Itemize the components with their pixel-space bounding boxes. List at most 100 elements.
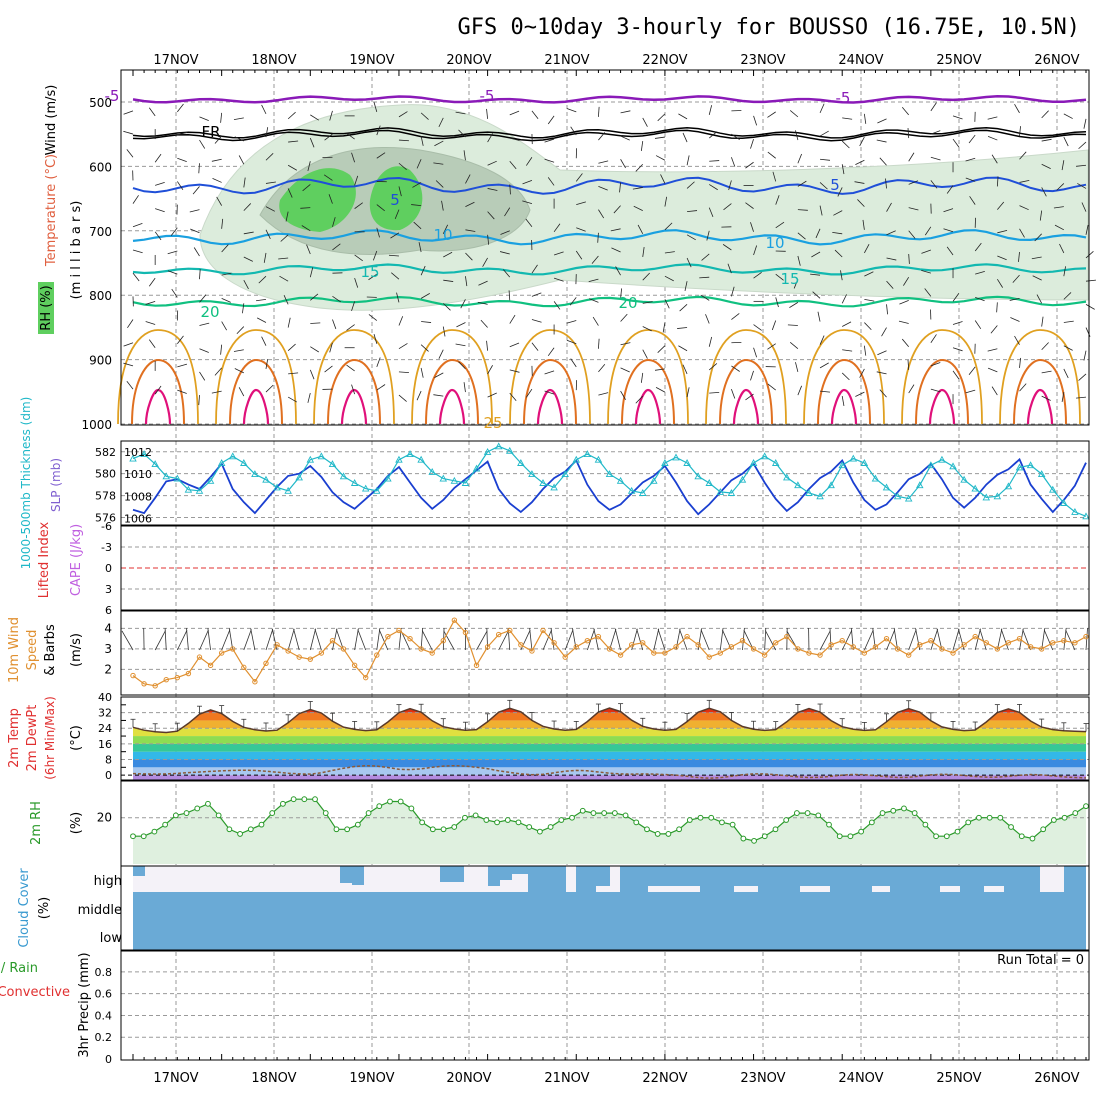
wind-barb — [701, 253, 710, 261]
wind-barb — [509, 392, 517, 402]
wind-barb — [309, 369, 315, 380]
wind-barb — [373, 333, 378, 344]
wind-barb — [841, 372, 850, 381]
wind-barb — [841, 140, 850, 149]
wind-barb — [642, 349, 648, 359]
wind-barb — [263, 252, 267, 263]
temp-band — [133, 767, 1086, 776]
wind10-barb — [529, 628, 533, 651]
wind-barb — [421, 321, 432, 323]
slp-point — [483, 447, 492, 455]
slp-point — [594, 455, 603, 463]
rh2m-point — [290, 796, 297, 803]
temp-contour-minus5 — [132, 95, 1087, 104]
wind10-point — [263, 660, 269, 666]
wind-barb — [1085, 279, 1096, 282]
slp-point — [916, 481, 924, 489]
wind-barb — [177, 335, 184, 344]
date-label-top: 21NOV — [544, 53, 589, 68]
wind-barb — [1063, 292, 1072, 300]
contour-label: 20 — [618, 294, 637, 312]
wind-barb — [566, 320, 577, 324]
wind-barb — [553, 251, 564, 256]
slp-point — [461, 479, 470, 486]
wind10-point — [784, 633, 790, 640]
wind10-barb — [309, 628, 317, 651]
wind10-point — [883, 635, 890, 642]
wind-barb — [1041, 316, 1044, 327]
slp-point — [417, 455, 425, 463]
temp-band — [133, 720, 1086, 729]
wind-barb — [987, 116, 998, 120]
rh2m-point — [676, 826, 683, 833]
wind-barb — [1012, 274, 1020, 283]
precip-tick-label: 0.6 — [95, 988, 113, 1001]
wind-barb — [126, 380, 134, 390]
wind-barb — [309, 267, 314, 278]
wind-barb — [965, 177, 976, 182]
temp-band — [133, 736, 1086, 744]
slp-point — [605, 470, 614, 478]
slp-point — [1071, 507, 1079, 515]
wind-barb — [398, 186, 402, 197]
wind-barb — [677, 327, 688, 329]
wind10-point — [473, 662, 480, 669]
wind-barb — [1034, 233, 1042, 242]
wind10-barb — [176, 630, 188, 651]
wind-barb — [509, 342, 520, 348]
slp-point — [838, 461, 846, 469]
wind-barb — [199, 139, 206, 149]
wind-barb — [310, 293, 319, 301]
temp-contour-lowlevel — [999, 329, 1081, 425]
wind-barb — [531, 342, 539, 351]
wind-barb — [332, 296, 341, 303]
wind-barb — [705, 314, 710, 324]
pressure-tick-label: 700 — [89, 225, 112, 239]
wind-barb — [280, 234, 289, 242]
wind-barb — [214, 135, 222, 144]
slp-point — [373, 486, 381, 494]
slp-point — [694, 472, 702, 480]
wind-barb — [310, 322, 321, 324]
slp-point — [771, 459, 780, 466]
cloud-high-bar — [133, 866, 145, 876]
wind10-point — [451, 617, 458, 623]
rh2m-point — [708, 814, 715, 821]
wind-barb — [965, 157, 976, 162]
rh2m-point — [644, 826, 650, 833]
temp2m-tick-label: 0 — [105, 769, 112, 782]
chart-title: GFS 0~10day 3-hourly for BOUSSO (16.75E,… — [457, 15, 1080, 40]
wind-barb — [373, 102, 378, 112]
wind-barb — [487, 160, 497, 166]
slp-point — [195, 486, 204, 494]
wind10-barb — [221, 629, 231, 651]
wind-barb — [819, 205, 823, 216]
wind10-point — [894, 646, 901, 652]
wind-barb — [952, 138, 960, 148]
wind-barb — [657, 113, 666, 122]
wind10-barb — [378, 629, 389, 651]
wind-barb — [686, 257, 692, 268]
rh2m-point — [590, 810, 597, 816]
cloud-high-bar — [440, 866, 464, 882]
wind-barb — [265, 153, 274, 161]
wind-barb — [236, 326, 245, 335]
slp-point — [749, 459, 758, 466]
wind-barb — [324, 365, 333, 373]
wind10-barb — [614, 628, 621, 651]
slp-point — [794, 481, 802, 489]
rh2m-point — [194, 805, 201, 812]
wind-barb — [731, 365, 740, 372]
wind10-point — [363, 674, 369, 681]
slp-point — [539, 479, 547, 486]
wind-barb — [815, 228, 821, 239]
temp-contour-20 — [132, 295, 1087, 308]
wind-barb — [1032, 275, 1042, 281]
wind10-point — [773, 640, 779, 646]
contour-label: 10 — [765, 234, 784, 252]
wind10-barb — [207, 628, 211, 651]
wind10-point — [218, 650, 225, 656]
wind-barb — [642, 301, 653, 304]
wind10-barb — [829, 628, 832, 651]
wind10-barb — [952, 628, 960, 651]
